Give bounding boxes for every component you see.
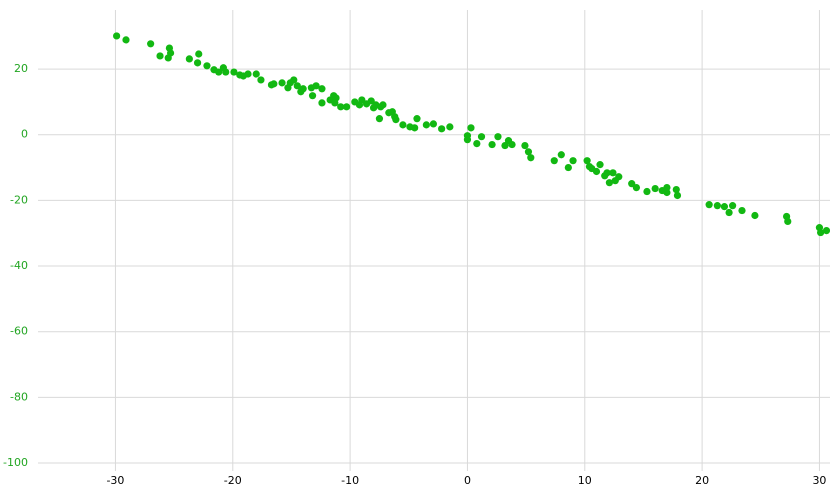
point — [293, 82, 301, 90]
point — [605, 179, 614, 187]
point — [230, 68, 238, 76]
point — [583, 157, 591, 165]
point — [113, 32, 121, 40]
point — [822, 226, 830, 235]
y-tick-label: 20 — [14, 62, 28, 75]
point — [521, 141, 529, 150]
point — [643, 187, 651, 196]
point — [122, 36, 130, 44]
point — [592, 167, 601, 176]
point — [524, 148, 533, 156]
point — [817, 228, 825, 237]
point — [609, 169, 617, 177]
point — [411, 124, 419, 132]
point — [477, 133, 486, 141]
point — [342, 103, 351, 111]
point — [337, 103, 345, 111]
y-tick-label: 0 — [21, 128, 28, 141]
point — [244, 70, 252, 78]
point — [713, 202, 721, 210]
point — [494, 133, 502, 141]
point — [308, 92, 317, 100]
point — [290, 76, 298, 84]
x-tick-label: -10 — [341, 474, 359, 487]
point — [651, 184, 659, 193]
point — [463, 136, 472, 144]
x-tick-label: 20 — [695, 474, 709, 487]
point — [488, 140, 496, 149]
point — [318, 85, 326, 93]
point — [413, 115, 421, 123]
point — [467, 124, 475, 132]
point — [278, 79, 286, 87]
point — [147, 40, 155, 48]
x-tick-label: 10 — [578, 474, 592, 487]
point — [564, 163, 572, 172]
point — [663, 183, 671, 192]
point — [784, 217, 792, 225]
point — [318, 99, 326, 107]
x-tick-label: 0 — [464, 474, 471, 487]
point — [615, 173, 623, 181]
point — [672, 185, 680, 194]
x-tick-label: 30 — [812, 474, 826, 487]
point — [673, 191, 682, 200]
y-tick-label: -20 — [10, 193, 28, 206]
point — [392, 116, 400, 124]
point — [195, 50, 203, 58]
point — [729, 202, 737, 210]
point — [705, 201, 713, 209]
point — [725, 208, 733, 217]
point — [527, 154, 535, 162]
point — [164, 54, 172, 62]
point — [257, 76, 265, 84]
point — [569, 157, 577, 165]
point — [422, 121, 430, 129]
point — [193, 59, 202, 67]
point — [156, 52, 164, 60]
point — [438, 125, 446, 133]
point — [270, 80, 278, 88]
point — [632, 183, 641, 192]
x-tick-label: -20 — [224, 474, 242, 487]
point — [215, 68, 223, 76]
point — [603, 169, 611, 177]
point — [379, 101, 387, 109]
y-tick-label: -60 — [10, 325, 28, 338]
point — [473, 140, 481, 148]
point — [508, 140, 516, 149]
point — [203, 62, 211, 70]
point — [312, 82, 320, 90]
point — [252, 70, 260, 78]
x-tick-label: -30 — [106, 474, 124, 487]
point — [331, 99, 339, 107]
point — [185, 55, 193, 63]
point — [663, 188, 671, 197]
point — [375, 115, 384, 123]
point — [446, 123, 454, 131]
point — [596, 161, 604, 169]
y-tick-label: -80 — [10, 390, 28, 403]
point — [399, 121, 407, 129]
y-tick-label: -100 — [3, 456, 28, 469]
point — [557, 151, 565, 159]
point — [751, 211, 759, 220]
point — [429, 120, 438, 128]
point — [738, 206, 746, 215]
point — [550, 157, 558, 165]
point — [299, 85, 307, 93]
y-tick-label: -40 — [10, 259, 28, 272]
point — [222, 68, 230, 76]
point — [720, 203, 729, 211]
